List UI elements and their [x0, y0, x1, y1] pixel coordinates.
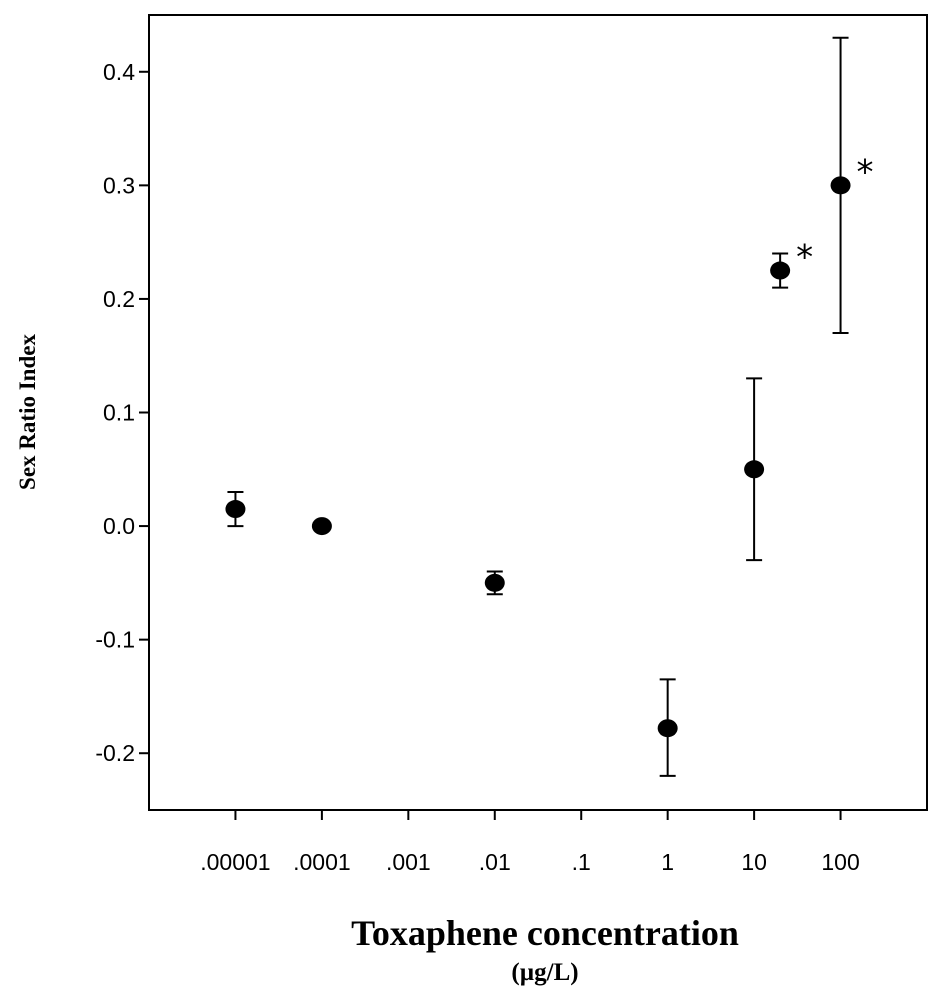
data-point [744, 460, 765, 479]
data-points [225, 176, 851, 738]
data-point [484, 573, 505, 592]
x-tick-label: .0001 [293, 849, 351, 875]
y-axis-title: Sex Ratio Index [15, 334, 40, 490]
y-tick-label: -0.1 [95, 627, 135, 653]
data-point [657, 719, 678, 738]
data-point [770, 261, 791, 280]
plot-area-frame [148, 14, 928, 811]
x-axis-title: Toxaphene concentration [351, 913, 739, 953]
x-tick-label: .1 [572, 849, 591, 875]
x-tick-label: .01 [479, 849, 511, 875]
y-axis-ticks: -0.2 -0.1 0.0 0.1 0.2 0.3 0.4 [95, 59, 149, 766]
y-tick-label: 0.0 [103, 513, 135, 539]
x-axis-unit: (µg/L) [511, 959, 578, 986]
annotations: ** [796, 152, 873, 277]
x-tick-label: 100 [821, 849, 859, 875]
significance-asterisk: * [796, 238, 813, 278]
x-tick-label: .00001 [200, 849, 270, 875]
y-tick-label: 0.2 [103, 286, 135, 312]
x-axis-ticks: .00001 .0001 .001 .01 .1 1 10 100 [200, 810, 860, 875]
x-tick-label: 1 [661, 849, 674, 875]
y-tick-label: 0.1 [103, 400, 135, 426]
x-tick-label: .001 [386, 849, 431, 875]
data-point [311, 517, 332, 536]
data-point [830, 176, 851, 195]
significance-asterisk: * [857, 152, 874, 192]
y-tick-label: 0.4 [103, 59, 135, 85]
error-bars [227, 36, 849, 777]
y-tick-label: -0.2 [95, 740, 135, 766]
y-tick-label: 0.3 [103, 172, 135, 198]
data-point [225, 500, 246, 519]
x-tick-label: 10 [741, 849, 767, 875]
